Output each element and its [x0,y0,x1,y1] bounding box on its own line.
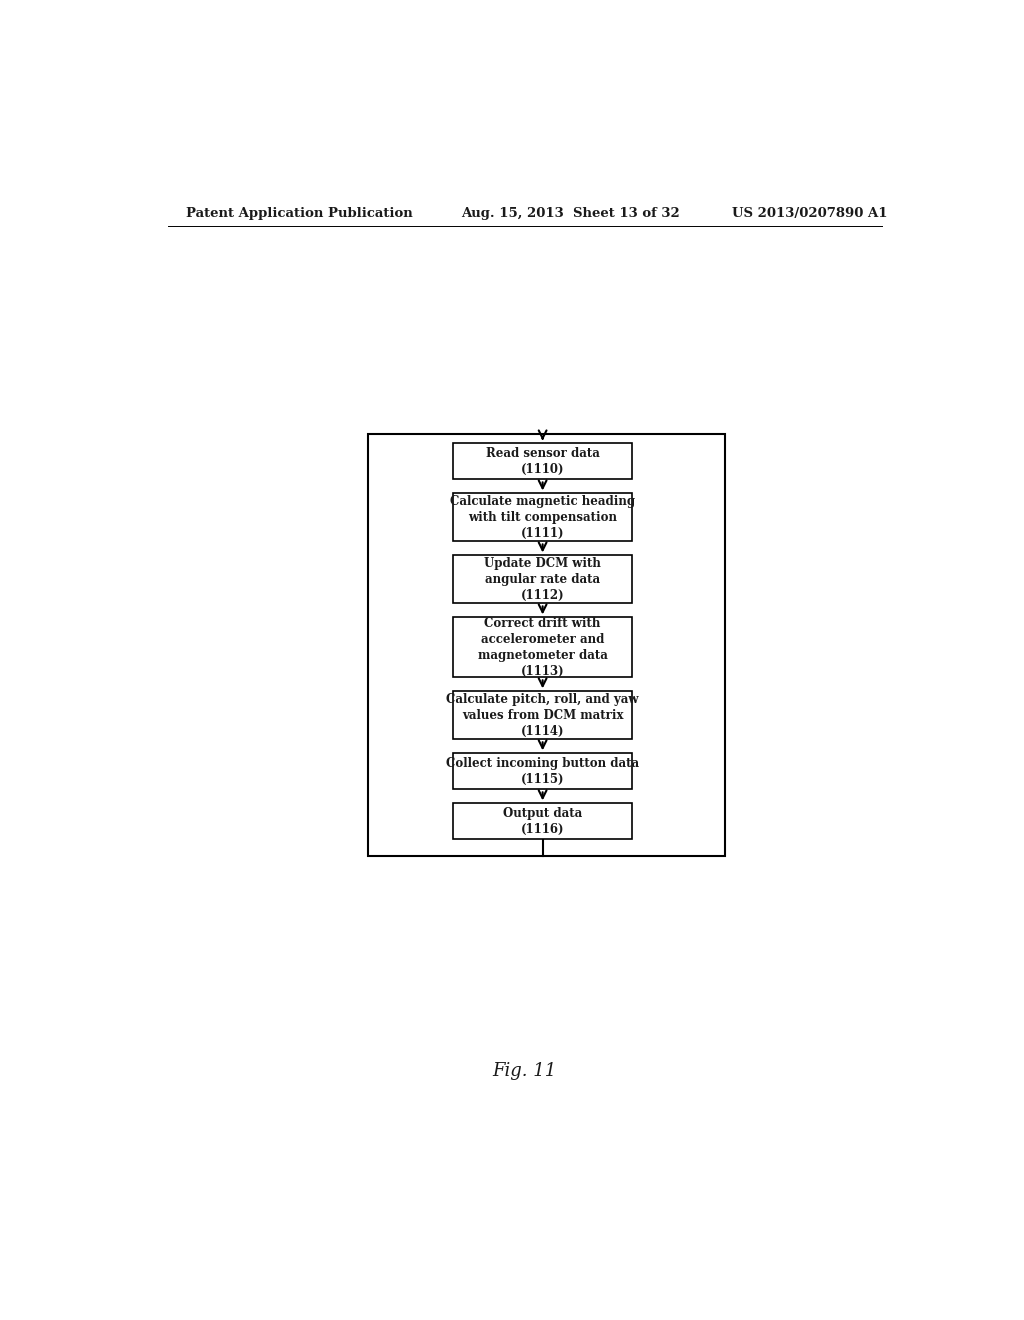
Bar [454,444,632,479]
Bar [369,434,725,857]
Text: Collect incoming button data
(1115): Collect incoming button data (1115) [446,756,639,785]
Text: Aug. 15, 2013  Sheet 13 of 32: Aug. 15, 2013 Sheet 13 of 32 [461,207,680,220]
Text: Update DCM with
angular rate data
(1112): Update DCM with angular rate data (1112) [484,557,601,602]
Text: Read sensor data
(1110): Read sensor data (1110) [485,447,600,477]
Bar [454,618,632,677]
Text: US 2013/0207890 A1: US 2013/0207890 A1 [732,207,888,220]
Text: Fig. 11: Fig. 11 [493,1061,557,1080]
Text: Calculate magnetic heading
with tilt compensation
(1111): Calculate magnetic heading with tilt com… [451,495,635,540]
Bar [454,754,632,789]
Text: Calculate pitch, roll, and yaw
values from DCM matrix
(1114): Calculate pitch, roll, and yaw values fr… [446,693,639,738]
Bar [454,494,632,541]
Text: Correct drift with
accelerometer and
magnetometer data
(1113): Correct drift with accelerometer and mag… [477,616,607,678]
Bar [454,804,632,840]
Text: Patent Application Publication: Patent Application Publication [186,207,413,220]
Text: Output data
(1116): Output data (1116) [503,807,583,836]
Bar [454,692,632,739]
Bar [454,556,632,603]
